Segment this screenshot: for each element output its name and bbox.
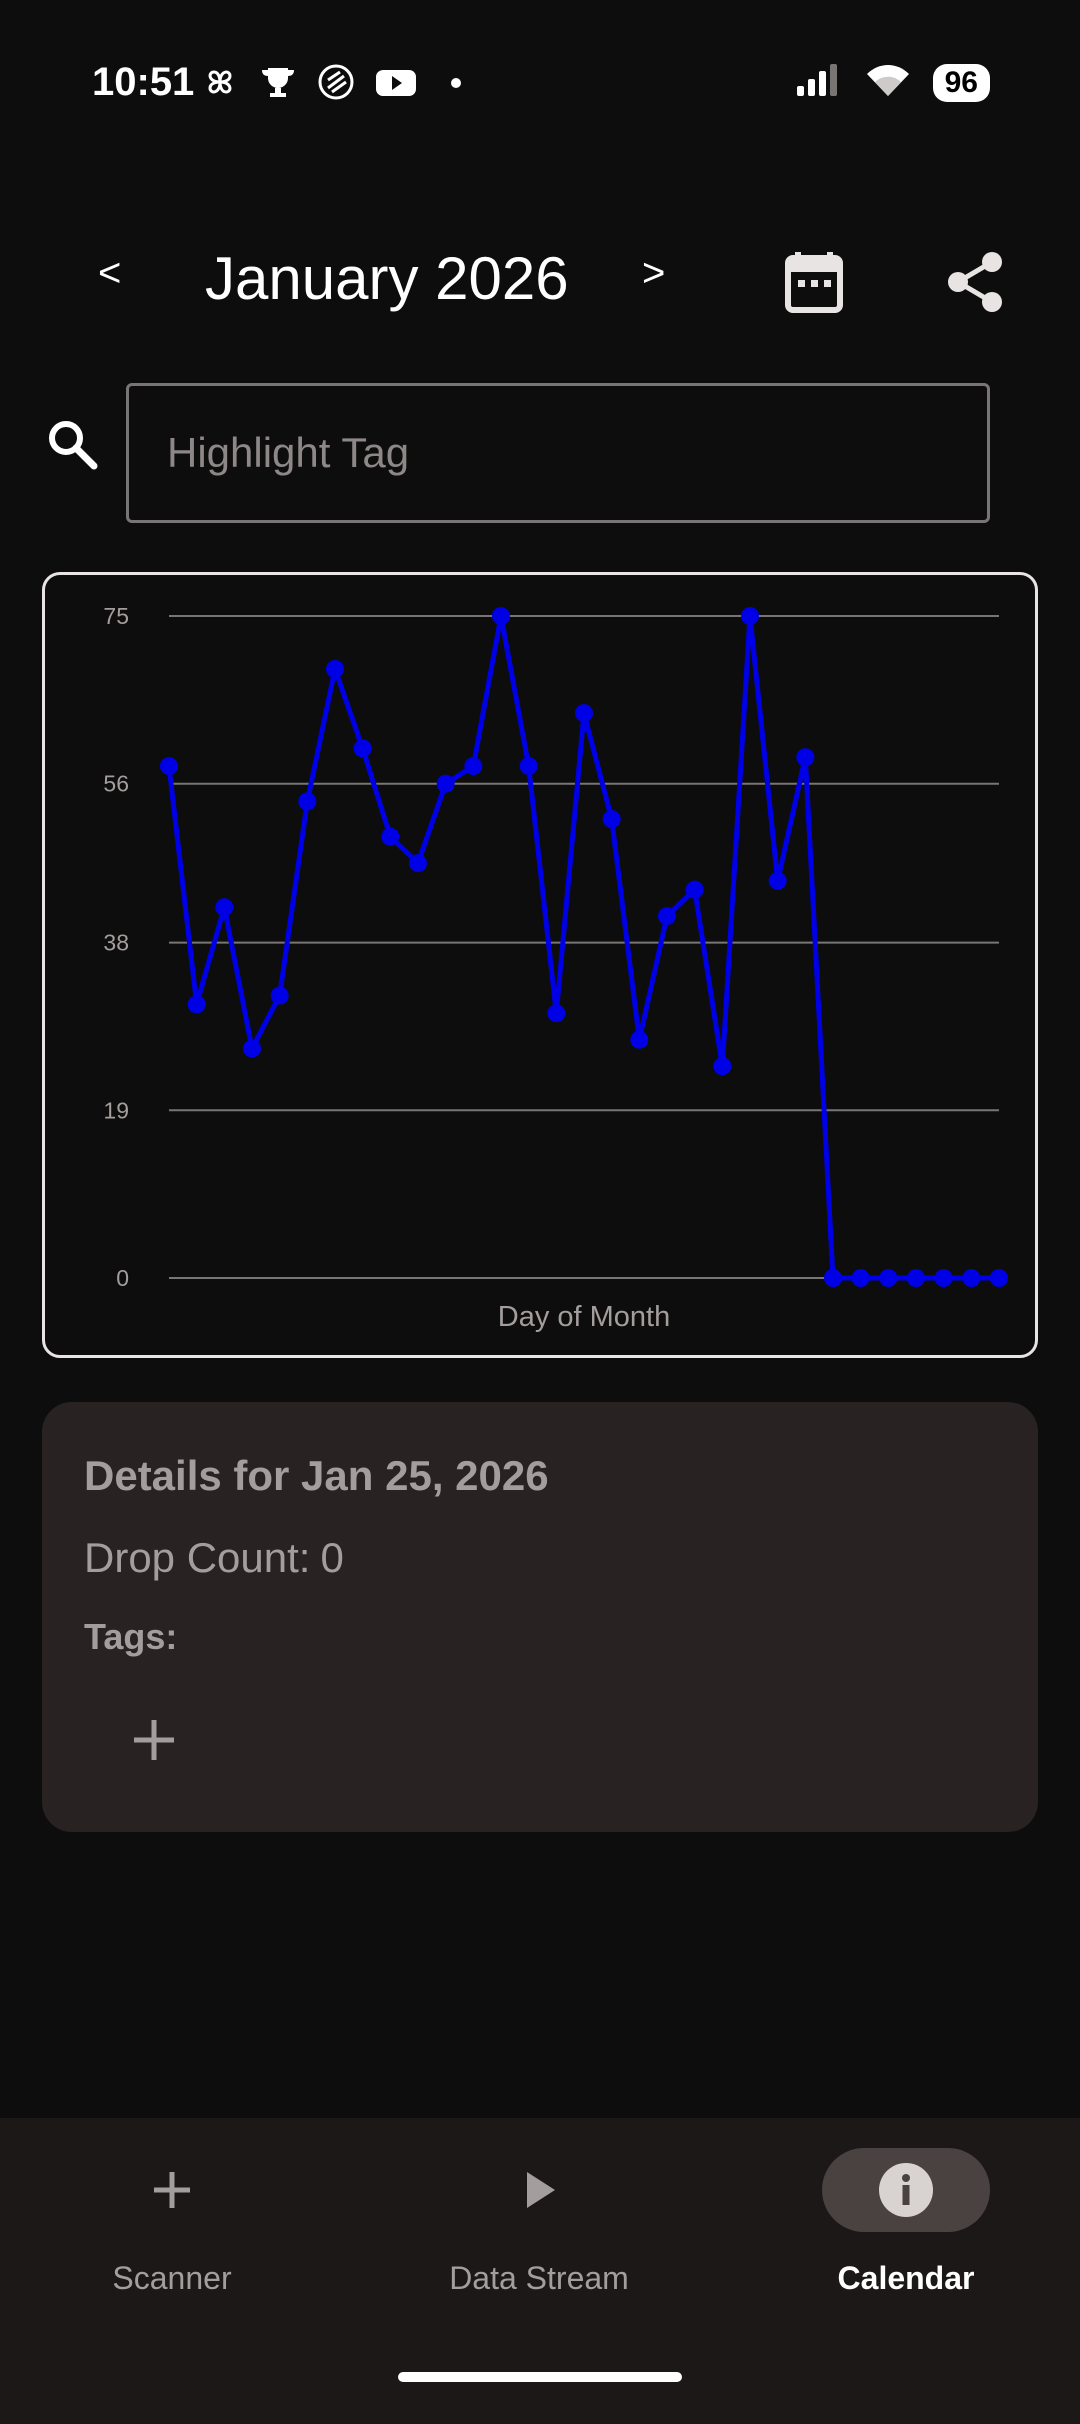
system-icons: 96	[795, 62, 990, 103]
chart-series	[160, 607, 1008, 1287]
home-indicator	[398, 2372, 682, 2382]
signal-icon	[795, 62, 843, 103]
day-details-card: Details for Jan 25, 2026 Drop Count: 0 Ta…	[42, 1402, 1038, 1832]
battery-icon: 96	[932, 63, 990, 102]
youtube-icon	[374, 62, 418, 111]
data-point[interactable]	[907, 1269, 925, 1287]
active-nav-indicator	[822, 2148, 990, 2232]
tags-label: Tags:	[84, 1616, 178, 1657]
calendar-icon	[785, 252, 843, 313]
nav-scanner-label: Scanner	[112, 2260, 232, 2296]
share-button[interactable]	[946, 250, 1006, 314]
data-point[interactable]	[851, 1269, 870, 1287]
data-point[interactable]	[381, 827, 400, 846]
data-point[interactable]	[685, 880, 704, 899]
x-axis-label: Day of Month	[498, 1301, 670, 1333]
data-point[interactable]	[215, 898, 234, 917]
next-month-button[interactable]: >	[636, 250, 671, 297]
nav-data-stream[interactable]: Data Stream	[389, 2148, 689, 2348]
data-point[interactable]	[879, 1269, 898, 1287]
nav-scanner[interactable]: Scanner	[22, 2148, 322, 2348]
data-point[interactable]	[436, 774, 455, 793]
status-time: 10:51	[92, 60, 195, 104]
calendar-picker-button[interactable]	[784, 250, 844, 314]
data-point[interactable]	[243, 1039, 261, 1058]
previous-month-button[interactable]: <	[92, 250, 127, 297]
data-point[interactable]	[824, 1269, 842, 1287]
info-icon	[879, 2163, 933, 2217]
nav-calendar[interactable]: Calendar	[756, 2148, 1056, 2348]
plus-icon	[154, 2172, 190, 2208]
nav-data-stream-label: Data Stream	[449, 2260, 629, 2296]
play-icon	[527, 2172, 555, 2208]
details-title: Details for Jan 25, 2026	[84, 1452, 549, 1499]
data-point[interactable]	[353, 739, 372, 758]
wifi-icon	[865, 62, 911, 103]
data-point[interactable]	[990, 1269, 1008, 1287]
data-point[interactable]	[575, 704, 593, 723]
y-tick-label: 19	[103, 1097, 129, 1123]
data-point[interactable]	[270, 986, 289, 1005]
data-point[interactable]	[519, 757, 538, 776]
month-header: < January 2026 >	[0, 230, 1080, 330]
data-point[interactable]	[298, 792, 317, 811]
month-title: January 2026	[205, 245, 569, 312]
data-point[interactable]	[409, 854, 427, 873]
drop-count-value: 0	[320, 1534, 344, 1581]
nav-calendar-label: Calendar	[837, 2260, 975, 2296]
data-point[interactable]	[547, 1004, 566, 1023]
data-point[interactable]	[630, 1030, 649, 1049]
notification-icons	[200, 62, 476, 111]
drop-count-label: Drop Count:	[84, 1534, 311, 1581]
y-axis-ticks: 75 56 38 19 0	[103, 603, 129, 1291]
data-point[interactable]	[934, 1269, 953, 1287]
shield-icon	[316, 62, 356, 111]
y-tick-label: 0	[116, 1265, 129, 1291]
plus-icon	[134, 1720, 174, 1760]
drop-count-chart: 75 56 38 19 0 Day of Month	[42, 572, 1038, 1358]
data-point[interactable]	[602, 810, 621, 829]
data-point[interactable]	[768, 871, 787, 890]
data-point[interactable]	[796, 748, 815, 767]
trophy-icon	[258, 62, 298, 111]
data-point[interactable]	[658, 907, 676, 926]
search-icon	[49, 421, 98, 470]
data-point[interactable]	[713, 1057, 732, 1076]
share-icon	[948, 252, 1002, 312]
data-point[interactable]	[492, 607, 510, 625]
add-tag-button[interactable]	[114, 1700, 194, 1780]
line-chart: 75 56 38 19 0 Day of Month	[103, 603, 1008, 1333]
y-tick-label: 75	[103, 603, 129, 629]
data-point[interactable]	[962, 1269, 981, 1287]
y-tick-label: 56	[103, 771, 129, 797]
status-bar: 10:51 96	[0, 0, 1080, 180]
pinwheel-icon	[200, 62, 240, 111]
y-tick-label: 38	[103, 930, 129, 956]
data-point[interactable]	[326, 659, 344, 678]
drop-count: Drop Count: 0	[84, 1534, 344, 1582]
highlight-tag-input[interactable]	[126, 383, 990, 523]
data-point[interactable]	[187, 995, 206, 1014]
data-point[interactable]	[741, 607, 759, 625]
data-point[interactable]	[160, 757, 178, 776]
dot-icon	[436, 62, 476, 111]
data-point[interactable]	[464, 757, 483, 776]
